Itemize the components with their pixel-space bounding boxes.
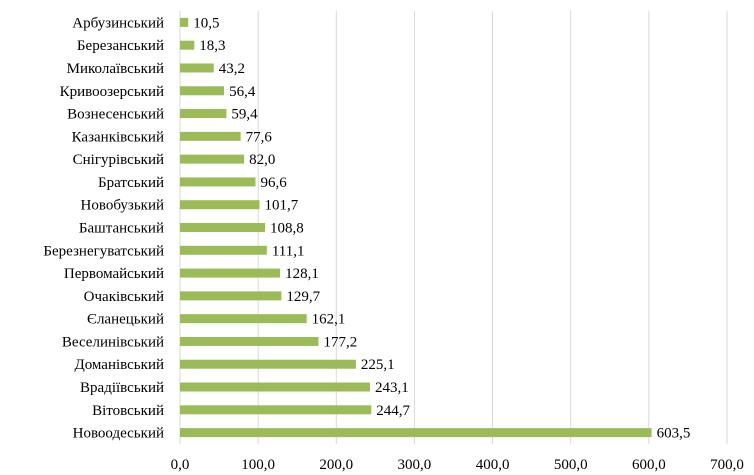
value-label: 129,7 [286,289,320,305]
value-label: 128,1 [285,266,319,282]
category-label: Баштанський [79,221,164,237]
x-tick-label: 300,0 [398,457,432,473]
category-label: Веселинівський [62,334,164,350]
bar [180,109,227,119]
category-label: Березанський [77,38,164,54]
category-label: Казанківський [72,129,164,145]
value-label: 82,0 [249,152,275,168]
bar [180,63,214,73]
category-labels: Арбузинський Березанський Миколаївський Кри… [43,15,164,441]
bars [180,17,652,438]
bar [180,154,245,164]
category-label: Доманівський [74,357,164,373]
bar [180,291,282,301]
bar [180,336,319,346]
bar [180,223,266,232]
gridlines [179,11,728,444]
value-label: 18,3 [199,38,225,54]
value-label: 177,2 [323,334,357,350]
x-tick-label: 600,0 [632,457,666,473]
bar [180,40,195,50]
value-label: 96,6 [260,175,287,191]
bar [180,382,370,392]
value-label: 108,8 [270,221,304,237]
value-label: 225,1 [361,357,395,373]
category-label: Врадіївський [80,380,164,396]
category-label: Снігурівський [73,152,164,168]
value-label: 101,7 [264,198,298,214]
bar [180,17,189,27]
category-label: Первомайський [64,266,164,282]
bar [180,268,281,278]
value-label: 77,6 [246,129,273,145]
x-tick-label: 0,0 [171,457,190,473]
category-label: Новоодеський [73,426,164,442]
bar [180,405,372,415]
category-label: Новобузький [81,198,164,214]
category-label: Вітовський [92,403,164,419]
bar [180,245,267,255]
category-label: Братський [98,175,164,191]
value-label: 162,1 [312,312,346,328]
value-label: 56,4 [229,84,256,100]
category-label: Єланецький [87,312,164,328]
value-labels: 10,5 18,3 43,2 56,4 59,4 77,6 82,0 96,6 101,7 108… [193,15,690,441]
bar [180,86,225,96]
value-label: 111,1 [272,243,305,259]
value-label: 59,4 [231,107,258,123]
category-label: Вознесенський [67,107,164,123]
bar [180,359,356,369]
x-tick-label: 700,0 [710,457,744,473]
x-tick-label: 100,0 [241,457,275,473]
category-label: Очаківський [84,289,164,305]
x-tick-label: 500,0 [554,457,588,473]
bar [180,314,307,324]
value-label: 10,5 [193,15,219,31]
x-tick-label: 200,0 [319,457,353,473]
bar [180,428,652,438]
value-label: 244,7 [376,403,410,419]
value-label: 43,2 [219,61,245,77]
bar [180,177,256,187]
x-tick-label: 400,0 [476,457,510,473]
category-label: Миколаївський [67,61,164,77]
category-label: Арбузинський [72,15,164,31]
category-label: Кривоозерський [60,84,164,100]
value-label: 603,5 [657,426,691,442]
bar [180,131,241,141]
bar [180,200,260,210]
value-label: 243,1 [375,380,409,396]
category-label: Березнегуватський [43,243,164,259]
x-tick-labels: 0,0 100,0 200,0 300,0 400,0 500,0 600,0 700,0 [171,457,744,473]
